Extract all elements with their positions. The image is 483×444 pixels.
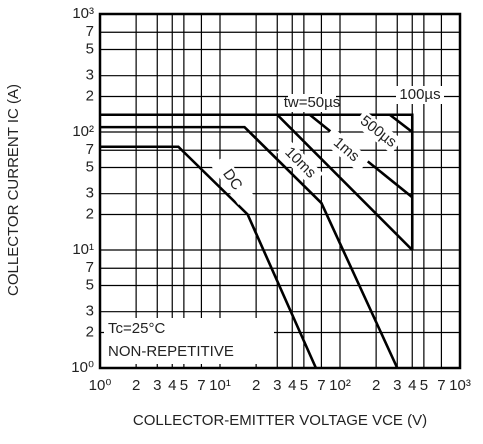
- annotation: NON-REPETITIVE: [108, 343, 234, 360]
- curve: [100, 113, 414, 251]
- curve-label: tw=50µs: [284, 94, 341, 111]
- x-tick-label: 10¹: [209, 377, 231, 394]
- y-tick-label: 10³: [72, 5, 94, 22]
- x-tick-label: 5: [180, 377, 188, 394]
- y-tick-label: 5: [86, 40, 94, 57]
- y-tick-label: 3: [86, 185, 94, 202]
- curve: [100, 125, 399, 369]
- y-tick-label: 3: [86, 67, 94, 84]
- y-tick-label: 7: [86, 23, 94, 40]
- x-tick-label: 3: [153, 377, 161, 394]
- x-tick-label: 7: [317, 377, 325, 394]
- x-tick-label: 2: [252, 377, 260, 394]
- x-tick-label: 7: [197, 377, 205, 394]
- curve-label-bg: [210, 155, 254, 205]
- x-tick-label: 10⁰: [89, 377, 112, 394]
- x-tick-label: 2: [132, 377, 140, 394]
- y-axis-label: COLLECTOR CURRENT IC (A): [5, 84, 22, 296]
- y-tick-label: 2: [86, 323, 94, 340]
- y-tick-label: 2: [86, 87, 94, 104]
- y-tick-label: 5: [86, 276, 94, 293]
- curve-label-bg: [276, 139, 324, 187]
- y-tick-label: 10⁰: [71, 359, 94, 376]
- y-tick-label: 5: [86, 158, 94, 175]
- x-tick-label: 4: [168, 377, 176, 394]
- y-tick-label: 2: [86, 205, 94, 222]
- x-tick-label: 3: [393, 377, 401, 394]
- x-tick-label: 4: [288, 377, 296, 394]
- y-tick-label: 10¹: [72, 241, 94, 258]
- curve-label-bg: [288, 94, 336, 112]
- y-tick-label: 7: [86, 141, 94, 158]
- curve-label: 100µs: [399, 86, 440, 103]
- x-tick-label: 3: [273, 377, 281, 394]
- annotation: Tc=25°C: [108, 320, 165, 337]
- x-tick-label: 4: [408, 377, 416, 394]
- x-axis-label: COLLECTOR-EMITTER VOLTAGE VCE (V): [133, 412, 427, 429]
- x-tick-label: 10²: [329, 377, 351, 394]
- curve-label-bg: [396, 86, 444, 104]
- curve-label-bg: [321, 127, 371, 173]
- curve: [100, 145, 318, 369]
- annotation-bg: [104, 318, 274, 364]
- x-tick-label: 10³: [449, 377, 471, 394]
- x-tick-label: 2: [372, 377, 380, 394]
- x-tick-label: 5: [300, 377, 308, 394]
- x-tick-label: 5: [420, 377, 428, 394]
- y-tick-label: 3: [86, 303, 94, 320]
- curve-label-bg: [353, 110, 403, 154]
- plot-frame: [98, 12, 462, 370]
- y-tick-label: 7: [86, 259, 94, 276]
- x-tick-label: 7: [437, 377, 445, 394]
- y-tick-label: 10²: [72, 123, 94, 140]
